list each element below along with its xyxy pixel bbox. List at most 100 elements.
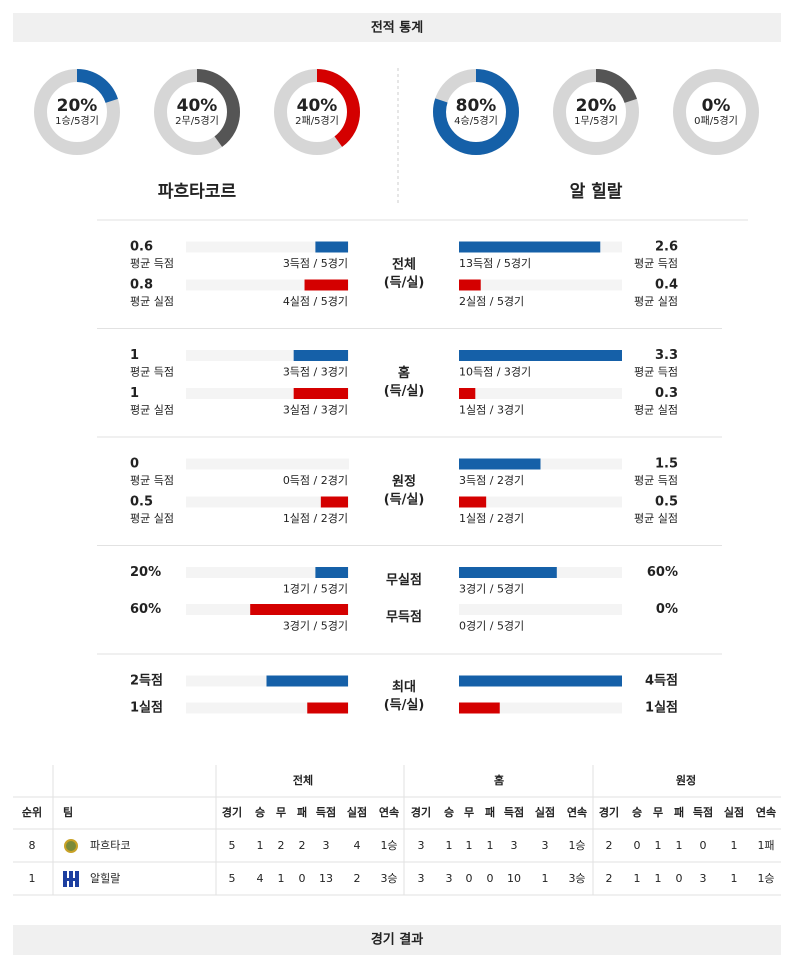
stat-value: 4득점 [645,674,678,689]
table-cell: 1 [731,872,738,885]
table-cell: 1 [655,839,662,852]
donut-caption: 0패/5경기 [694,114,738,127]
stat-value: 20% [130,565,161,580]
bar [293,350,348,361]
table-cell: 1 [29,872,36,885]
stat-sublabel: 평균 실점 [634,295,678,308]
table-cell: 5 [229,872,236,885]
stat-value: 1실점 [130,700,163,716]
stat-sublabel: 평균 실점 [130,512,174,525]
stat-value: 60% [647,565,678,580]
bar [459,279,481,291]
stat-sublabel: 평균 실점 [130,295,174,308]
stat-value: 0.6 [130,240,153,255]
donut-arc [274,69,360,155]
bar-track [186,350,349,361]
bar [459,350,622,361]
table-cell: 2 [299,839,306,852]
stat-value: 2득점 [130,674,163,689]
stat-value: 0.4 [655,278,678,293]
bar [459,496,487,508]
stat-sublabel: 평균 득점 [634,366,678,379]
table-cell: 1 [257,839,264,852]
stat-caption: 3득점 / 5경기 [283,257,348,270]
bar-track [459,604,622,615]
bar [250,604,348,615]
table-cell: 1 [634,872,641,885]
stat-caption: 3경기 / 5경기 [283,620,348,633]
column-header: 패 [485,805,495,819]
donut-label: 40% [177,96,218,116]
team-name: 파흐타코르 [158,182,237,202]
stat-caption: 4실점 / 5경기 [283,295,348,308]
table-cell: 3승 [380,872,397,885]
center-label: (득/실) [384,697,425,713]
table-cell: 1패 [757,839,774,852]
table-cell: 4 [257,872,264,885]
donut-arc [154,69,240,155]
bar [459,241,601,253]
column-header: 팀 [63,806,73,819]
column-header: 득점 [504,805,524,819]
table-cell: 1 [446,839,453,852]
stat-caption: 2실점 / 5경기 [459,295,524,308]
column-header: 패 [297,805,307,819]
table-cell: 1 [655,872,662,885]
stat-value: 0% [656,602,678,617]
stat-caption: 3경기 / 5경기 [459,583,524,596]
bar [459,567,557,578]
table-cell: 3 [323,839,330,852]
stat-value: 2.6 [655,240,678,255]
donut-label: 0% [702,96,731,116]
column-header: 연속 [756,805,776,819]
stat-caption: 0경기 / 5경기 [459,620,524,633]
center-label: (득/실) [384,275,425,291]
team-name: 알 힐랄 [570,181,623,202]
stat-value: 0 [130,457,139,472]
table-cell: 3 [418,839,425,852]
stat-value: 3.3 [655,348,678,363]
donut-label: 20% [576,96,617,116]
bar [307,702,348,714]
donut-caption: 2무/5경기 [175,114,219,127]
stat-sublabel: 평균 득점 [130,366,174,379]
table-cell: 4 [354,839,361,852]
table-cell: 1 [278,872,285,885]
bar [304,279,348,291]
table-cell: 1 [676,839,683,852]
table-cell: 파흐타코 [90,839,130,852]
donut-caption: 1무/5경기 [574,114,618,127]
center-label: 최대 [392,680,416,695]
stat-caption: 0득점 / 2경기 [283,474,348,487]
group-header: 홈 [494,773,504,787]
group-header: 원정 [676,773,696,787]
stat-caption: 1실점 / 3경기 [459,404,524,417]
bar [293,388,348,399]
bar-track [186,458,349,470]
team-icon [63,871,79,887]
bar [459,675,622,687]
bar-track [186,241,349,253]
stat-caption: 1실점 / 2경기 [459,512,524,525]
bar [315,241,348,253]
bar-track [459,702,622,714]
team-icon [64,839,78,853]
table-cell: 3 [700,872,707,885]
center-label: 홈 [398,365,410,381]
table-cell: 1승 [757,872,774,885]
stat-sublabel: 평균 득점 [634,474,678,487]
center-label: 원정 [392,474,416,490]
center-label: 무득점 [386,610,422,625]
group-header: 전체 [293,773,313,787]
bar-track [186,388,349,399]
center-label: (득/실) [384,383,425,399]
bar [459,388,476,399]
table-cell: 0 [487,872,494,885]
bar [266,675,348,687]
column-header: 순위 [22,806,42,819]
table-cell: 0 [299,872,306,885]
table-cell: 2 [606,839,613,852]
stat-value: 1 [130,386,139,401]
